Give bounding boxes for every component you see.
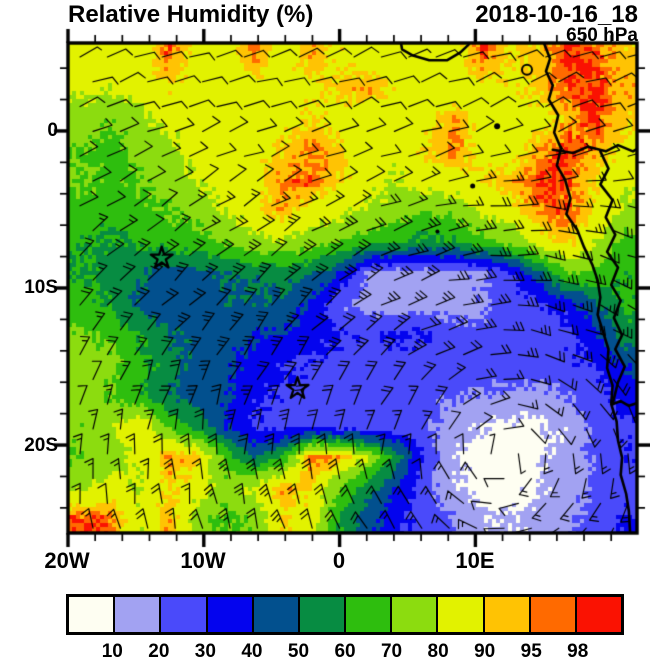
- colorbar-cell: [482, 597, 529, 632]
- y-tick-label-0: 0: [47, 120, 58, 141]
- colorbar-level-label: 80: [427, 641, 449, 662]
- colorbar-level-label: 40: [241, 641, 263, 662]
- colorbar-cell: [113, 597, 160, 632]
- colorbar-cell: [159, 597, 206, 632]
- pressure-level-label: 650 hPa: [566, 25, 638, 46]
- colorbar-cell: [528, 597, 575, 632]
- y-tick-label-20s: 20S: [24, 435, 58, 456]
- colorbar-cell: [297, 597, 345, 632]
- colorbar: [66, 594, 624, 635]
- colorbar-level-label: 95: [520, 641, 542, 662]
- colorbar-cell: [436, 597, 483, 632]
- colorbar-level-label: 60: [334, 641, 356, 662]
- colorbar-cell: [251, 597, 298, 632]
- colorbar-level-label: 98: [567, 641, 589, 662]
- y-tick-label-10s: 10S: [24, 277, 58, 298]
- colorbar-level-label: 10: [101, 641, 123, 662]
- x-tick-label-0: 0: [332, 548, 346, 573]
- colorbar-level-label: 50: [287, 641, 310, 662]
- colorbar-cell: [390, 597, 437, 632]
- colorbar-level-label: 30: [194, 641, 216, 662]
- x-tick-label-10w: 10W: [180, 548, 226, 573]
- colorbar-level-label: 90: [474, 641, 496, 662]
- colorbar-labels: 10 20 30 40 50 60 70 80 90 95 98: [89, 641, 601, 663]
- colorbar-level-label: 20: [148, 641, 170, 662]
- colorbar-level-label: 70: [380, 641, 403, 662]
- colorbar-cell: [69, 597, 114, 632]
- page-title: Relative Humidity (%): [68, 1, 314, 28]
- colorbar-cell: [205, 597, 252, 632]
- x-tick-label-20w: 20W: [44, 548, 90, 573]
- colorbar-cell: [574, 597, 622, 632]
- colorbar-cell: [344, 597, 391, 632]
- x-tick-label-10e: 10E: [455, 548, 495, 573]
- datetime-label: 2018-10-16_18: [475, 1, 638, 28]
